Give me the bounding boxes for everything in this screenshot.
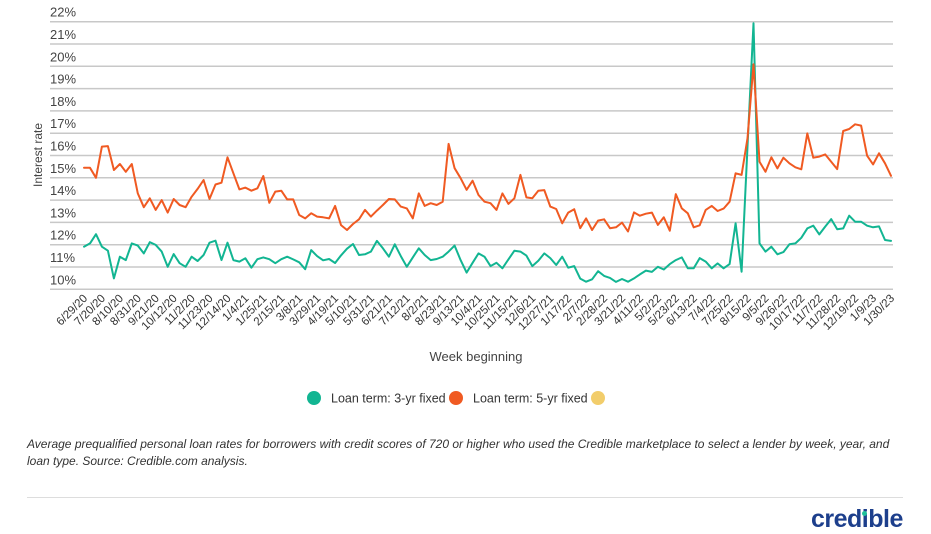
y-tick-label: 22% [50,5,76,20]
credible-logo: credible [811,505,903,533]
y-tick-label: 20% [50,49,76,64]
x-tick-labels: 6/29/207/20/208/10/208/31/209/21/2010/12… [55,293,898,333]
series-lines [83,22,892,283]
y-tick-label: 13% [50,205,76,220]
y-tick-label: 15% [50,161,76,176]
legend: Loan term: 3-yr fixed Loan term: 5-yr fix… [307,391,605,406]
legend-marker[interactable] [449,391,463,405]
y-tick-label: 10% [50,272,76,287]
legend-marker[interactable] [307,391,321,405]
x-axis-label: Week beginning [430,349,523,364]
chart-caption: Average prequalified personal loan rates… [27,437,890,468]
y-tick-label: 16% [50,139,76,154]
legend-label[interactable]: Loan term: 3-yr fixed [331,392,446,406]
y-tick-label: 14% [50,183,76,198]
divider [27,497,903,498]
y-axis-label: Interest rate [31,123,45,187]
line-chart: 10%11%12%13%14%15%16%17%18%19%20%21%22% … [31,5,898,406]
series-line-5yr [83,63,892,233]
y-tick-label: 17% [50,116,76,131]
y-tick-label: 21% [50,27,76,42]
series-line-3yr [83,22,892,283]
y-tick-label: 12% [50,228,76,243]
legend-marker[interactable] [591,391,605,405]
y-tick-label: 18% [50,94,76,109]
logo-dot [862,511,867,516]
y-tick-label: 19% [50,72,76,87]
y-tick-label: 11% [50,250,75,265]
legend-label[interactable]: Loan term: 5-yr fixed [473,392,588,406]
y-tick-labels: 10% 11% 12% 13% 14% 15% 16% 17% 18% 19% 20% 21% 22% [50,5,76,288]
gridlines [50,20,893,291]
